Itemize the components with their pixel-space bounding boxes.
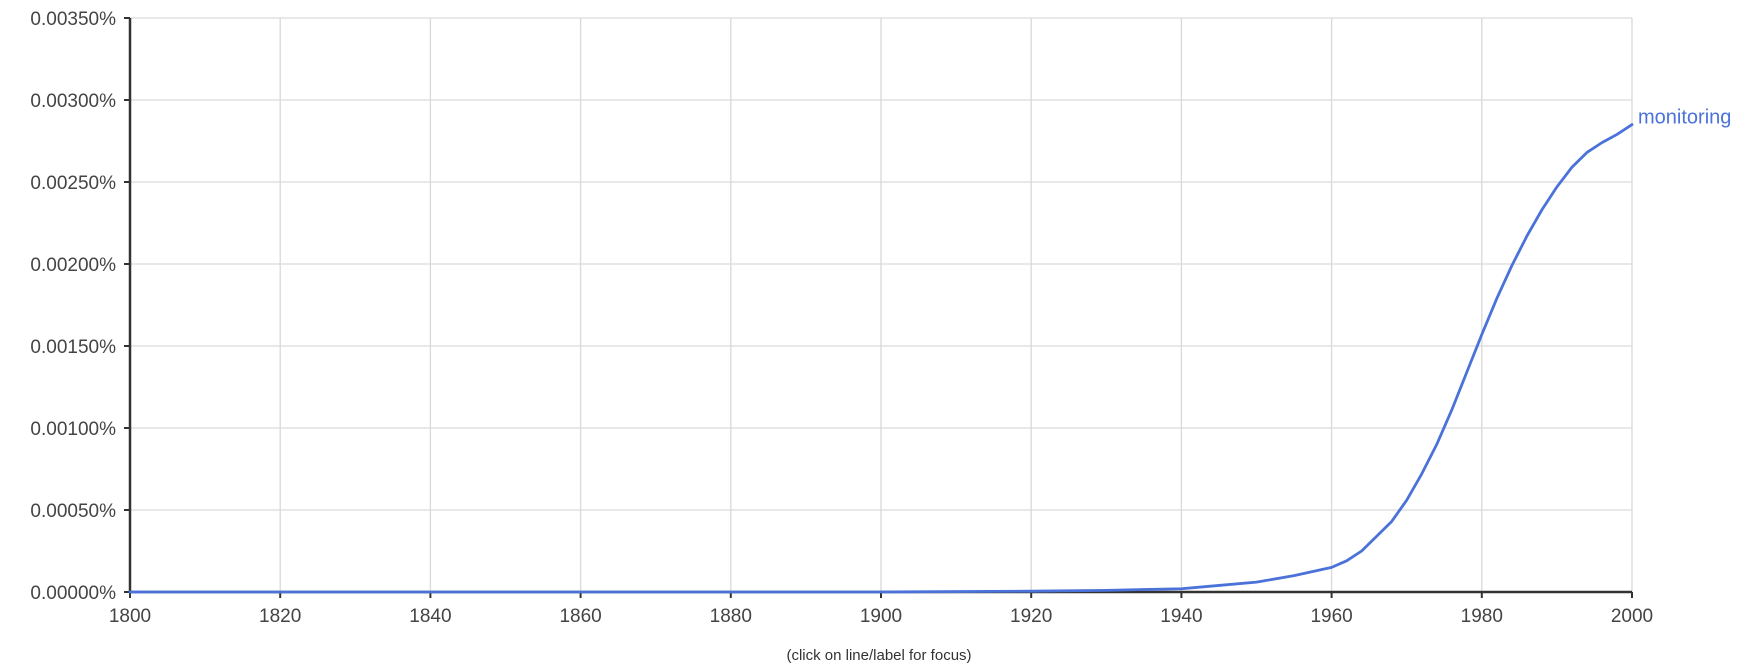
- y-tick-label: 0.00250%: [30, 173, 116, 194]
- y-tick-label: 0.00150%: [30, 337, 116, 358]
- x-tick-label: 1820: [259, 606, 301, 627]
- y-tick-label: 0.00200%: [30, 255, 116, 276]
- y-tick-label: 0.00300%: [30, 91, 116, 112]
- x-tick-label: 1860: [559, 606, 601, 627]
- x-tick-label: 1880: [710, 606, 752, 627]
- axes: [124, 17, 1633, 598]
- y-tick-labels: 0.00000% 0.00050% 0.00100% 0.00150% 0.00200%…: [30, 9, 116, 604]
- x-tick-label: 1840: [409, 606, 451, 627]
- series-layer[interactable]: monitoring: [128, 107, 1731, 594]
- y-tick-label: 0.00000%: [30, 583, 116, 604]
- x-tick-label: 2000: [1611, 606, 1653, 627]
- y-tick-label: 0.00350%: [30, 9, 116, 30]
- x-tick-label: 1940: [1160, 606, 1202, 627]
- x-tick-label: 1800: [109, 606, 151, 627]
- series-label-monitoring[interactable]: monitoring: [1638, 107, 1731, 129]
- grid: [130, 17, 1633, 592]
- series-line-monitoring[interactable]: [128, 123, 1634, 594]
- x-tick-label: 1920: [1010, 606, 1052, 627]
- y-tick-label: 0.00050%: [30, 501, 116, 522]
- y-tick-label: 0.00100%: [30, 419, 116, 440]
- x-tick-label: 1980: [1461, 606, 1503, 627]
- x-tick-label: 1900: [860, 606, 902, 627]
- x-tick-labels: 1800 1820 1840 1860 1880 1900 1920 1940 1960 1980…: [109, 606, 1653, 627]
- x-tick-label: 1960: [1310, 606, 1352, 627]
- focus-hint: (click on line/label for focus): [786, 647, 972, 664]
